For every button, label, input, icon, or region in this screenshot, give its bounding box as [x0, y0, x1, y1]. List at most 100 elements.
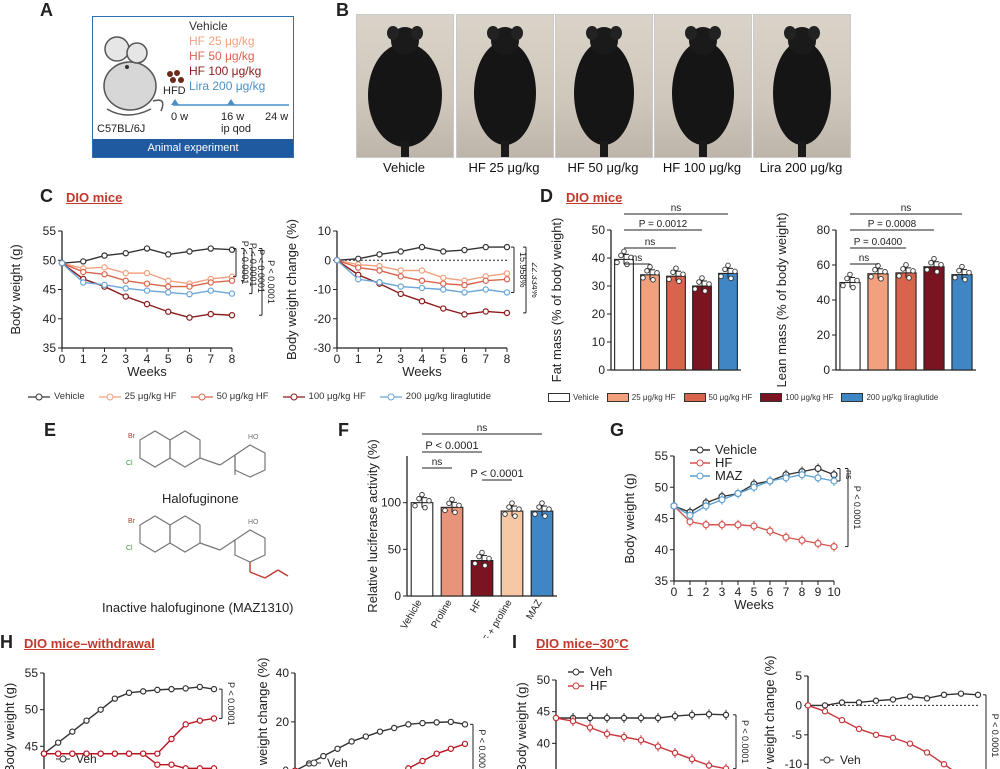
data-point	[603, 714, 611, 722]
data-point	[706, 281, 712, 287]
data-point	[962, 276, 968, 283]
data-point	[640, 275, 646, 281]
data-point	[940, 691, 948, 699]
data-point	[461, 311, 468, 318]
svg-text:Cl: Cl	[126, 545, 133, 552]
legend-item: 200 μg/kg liraglutide	[841, 393, 938, 402]
data-point	[168, 735, 175, 743]
legend-label: 25 μg/kg HF	[631, 393, 676, 402]
data-point	[821, 702, 829, 709]
maz1310-structure: Br Cl HO	[126, 515, 289, 579]
data-point	[872, 266, 878, 273]
data-point	[449, 496, 455, 503]
y-tick-label: 45	[655, 512, 669, 526]
data-point	[671, 712, 679, 720]
data-point	[186, 290, 193, 298]
panel-letter-a: A	[40, 0, 53, 20]
group-hf-50: HF 50 μg/kg	[189, 49, 255, 63]
data-point	[903, 262, 909, 268]
legend-label: 200 μg/kg liraglutide	[866, 393, 939, 402]
data-point	[699, 275, 705, 281]
data-point	[705, 762, 713, 769]
significance-label: P = 0.0400	[854, 237, 903, 248]
data-point	[207, 245, 214, 252]
significance-label: ns	[671, 203, 682, 214]
data-point	[552, 714, 560, 722]
data-point	[956, 267, 962, 274]
significance-label: P < 0.0001	[240, 241, 250, 285]
panel-letter-e: E	[44, 420, 57, 440]
data-point	[440, 274, 447, 282]
data-point	[210, 685, 218, 693]
x-tick-label: 7	[482, 352, 489, 366]
data-point	[397, 248, 404, 255]
y-tick-label: 80	[817, 223, 831, 237]
data-point	[228, 290, 236, 297]
data-point	[482, 308, 489, 315]
data-point	[80, 279, 87, 286]
data-point	[461, 740, 469, 748]
data-point	[569, 717, 577, 725]
data-point	[872, 697, 880, 704]
series-line	[43, 686, 215, 755]
data-point	[966, 269, 972, 276]
data-point	[928, 260, 934, 266]
halofuginone-label: Halofuginone	[162, 491, 239, 506]
data-point	[419, 719, 426, 727]
y-tick-label: 40	[592, 251, 606, 265]
legend-item: 50 μg/kg HF	[190, 391, 269, 402]
x-tick-label: 6	[767, 585, 774, 599]
data-point	[512, 513, 518, 519]
data-point	[397, 273, 404, 280]
legend-label: Vehicle	[573, 393, 599, 402]
significance-label: ns	[477, 423, 488, 434]
group-hf-25: HF 25 μg/kg	[189, 34, 255, 48]
data-point	[165, 251, 172, 258]
data-point	[362, 733, 370, 740]
data-point	[923, 695, 931, 702]
data-point	[122, 250, 129, 257]
y-tick-label: 0	[282, 764, 289, 769]
data-point	[125, 750, 133, 757]
legend-marker	[696, 472, 704, 480]
y-tick-label: 0	[823, 363, 830, 377]
y-tick-label: 50	[43, 253, 57, 267]
data-point	[502, 511, 508, 517]
x-tick-label: 1	[355, 352, 362, 366]
panel-letter-d: D	[540, 186, 553, 206]
bar	[640, 274, 660, 371]
legend-label: 50 μg/kg HF	[216, 391, 269, 402]
data-point	[844, 275, 850, 282]
bar	[692, 285, 712, 371]
y-tick-label: -20	[314, 312, 332, 326]
y-axis-label: Body weight (g)	[622, 473, 637, 563]
data-point	[452, 509, 458, 516]
y-tick-label: 20	[276, 715, 290, 729]
significance-label: ns	[632, 253, 643, 264]
legend-label: Vehicle	[54, 391, 85, 402]
data-point	[390, 724, 398, 732]
data-point	[516, 506, 522, 512]
significance-label: ns	[432, 457, 443, 468]
data-point	[333, 257, 341, 264]
data-point	[722, 711, 730, 719]
data-point	[54, 750, 62, 757]
y-tick-label: 0	[394, 589, 401, 603]
y-tick-label: 10	[318, 224, 332, 238]
data-point	[850, 284, 856, 291]
data-point	[456, 502, 462, 509]
x-tick-label: 10	[827, 585, 841, 599]
x-tick-label: 2	[101, 352, 108, 366]
data-point	[476, 553, 482, 560]
t16-label: 16 w	[221, 111, 245, 123]
significance-label: ns	[844, 470, 854, 480]
x-tick-label: 5	[165, 352, 172, 366]
data-point	[40, 750, 48, 757]
legend-swatch	[606, 393, 629, 402]
data-point	[405, 721, 412, 728]
x-tick-label: 6	[461, 352, 468, 366]
data-point	[889, 734, 897, 741]
y-tick-label: 50	[537, 673, 551, 687]
data-point	[702, 502, 710, 510]
